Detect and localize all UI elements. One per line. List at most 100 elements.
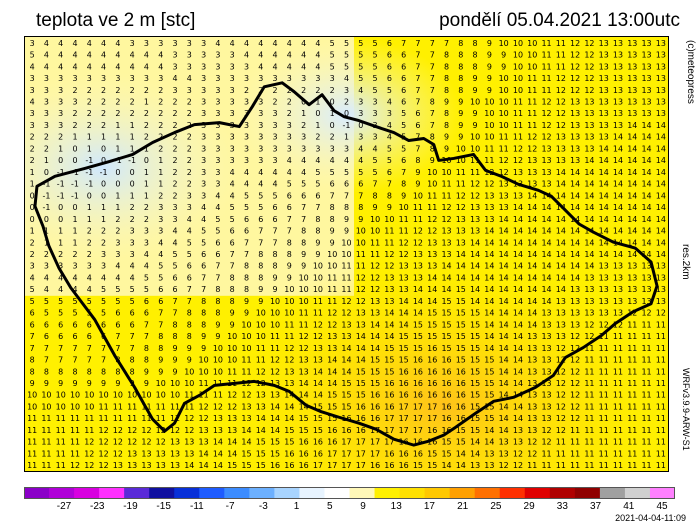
grid-value: 3 [144,74,149,83]
grid-value: 7 [358,191,363,200]
grid-value: 13 [541,367,551,376]
credit-label: (c)meteopress [685,40,696,104]
grid-value: 14 [499,297,509,306]
grid-value: 13 [599,309,609,318]
grid-value: 13 [627,273,637,282]
grid-value: 4 [144,250,149,259]
grid-value: 8 [458,86,463,95]
grid-value: 14 [541,285,551,294]
grid-value: 7 [301,215,306,224]
grid-value: 2 [144,203,149,212]
grid-value: 13 [484,461,494,470]
grid-value: 14 [584,180,594,189]
color-scale-swatch [49,487,75,499]
grid-value: 13 [556,332,566,341]
grid-value: 13 [627,51,637,60]
grid-value: 2 [173,156,178,165]
grid-value: 15 [384,356,394,365]
grid-value: 12 [184,426,194,435]
grid-value: 4 [387,98,392,107]
grid-value: 10 [299,273,309,282]
grid-value: 9 [487,51,492,60]
grid-value: 10 [270,309,280,318]
grid-value: 14 [499,402,509,411]
grid-value: 14 [470,273,480,282]
grid-value: 0 [44,215,49,224]
grid-value: 13 [570,156,580,165]
grid-value: 13 [570,320,580,329]
grid-value: 10 [84,391,94,400]
grid-value: 10 [427,168,437,177]
grid-value: 6 [230,227,235,236]
color-scale-swatch [574,487,601,499]
grid-value: 12 [556,414,566,423]
grid-value: 13 [399,262,409,271]
grid-value: 5 [373,168,378,177]
grid-value: 9 [72,379,77,388]
grid-value: 15 [456,356,466,365]
grid-value: 14 [541,273,551,282]
grid-value: 16 [299,438,309,447]
grid-value: 16 [427,391,437,400]
grid-value: 14 [499,367,509,376]
grid-value: 14 [484,426,494,435]
grid-value: 4 [115,273,120,282]
grid-value: 13 [541,356,551,365]
grid-value: 7 [215,273,220,282]
grid-value: 9 [487,39,492,48]
grid-value: 6 [201,250,206,259]
grid-value: 1 [101,203,106,212]
grid-value: 8 [115,367,120,376]
grid-value: 1 [30,227,35,236]
grid-value: 14 [413,309,423,318]
grid-value: 4 [301,156,306,165]
grid-value: 16 [313,449,323,458]
grid-value: 16 [441,367,451,376]
valid-time: pondělí 05.04.2021 13:00utc [439,10,680,31]
grid-value: 13 [213,414,223,423]
grid-value: 14 [484,227,494,236]
grid-value: 12 [584,51,594,60]
grid-value: 16 [456,391,466,400]
grid-value: 12 [84,449,94,458]
grid-value: 12 [456,203,466,212]
grid-value: 2 [158,86,163,95]
grid-value: 5 [201,238,206,247]
grid-value: 16 [384,461,394,470]
grid-value: 11 [299,320,309,329]
grid-value: 12 [484,180,494,189]
grid-value: 5 [130,297,135,306]
grid-value: 9 [315,238,320,247]
grid-value: 14 [241,426,251,435]
grid-value: 14 [513,285,523,294]
grid-value: 14 [656,121,666,130]
grid-value: 17 [413,402,423,411]
grid-value: 11 [284,332,294,341]
grid-value: 13 [541,144,551,153]
grid-value: 13 [599,39,609,48]
grid-value: 7 [258,227,263,236]
grid-value: 4 [72,285,77,294]
grid-value: 11 [241,356,251,365]
grid-value: 4 [44,39,49,48]
grid-value: 13 [527,367,537,376]
grid-value: 4 [301,62,306,71]
grid-value: 13 [584,309,594,318]
grid-value: 16 [356,402,366,411]
grid-value: 3 [130,227,135,236]
grid-value: 3 [358,98,363,107]
grid-value: 6 [158,285,163,294]
grid-value: 13 [627,98,637,107]
grid-value: 4 [115,39,120,48]
grid-value: 10 [56,402,66,411]
grid-value: 3 [201,51,206,60]
grid-value: 5 [273,191,278,200]
grid-value: 13 [627,285,637,294]
grid-value: 14 [599,144,609,153]
grid-value: 13 [441,227,451,236]
grid-value: 15 [299,414,309,423]
grid-value: 11 [327,297,337,306]
grid-value: 2 [301,121,306,130]
grid-value: 11 [613,449,623,458]
grid-value: 4 [173,74,178,83]
